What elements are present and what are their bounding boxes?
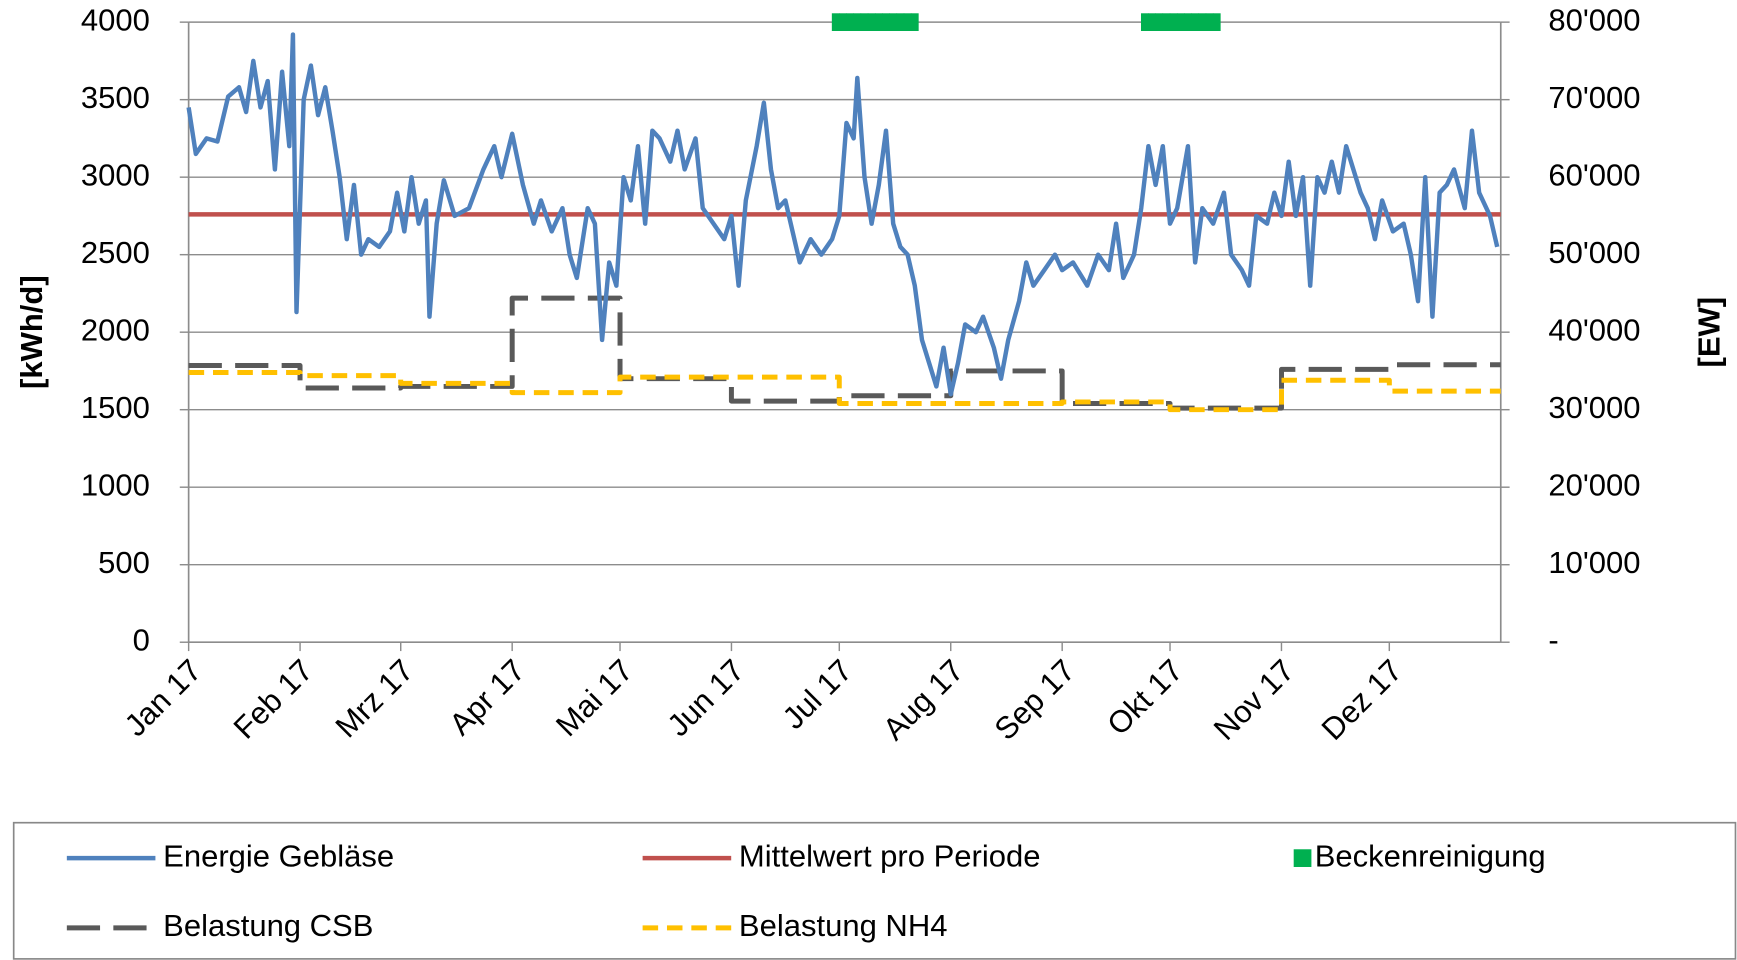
x-tick-label: Apr 17: [442, 653, 531, 742]
marker: [831, 13, 840, 32]
x-tick-label: Mrz 17: [329, 653, 421, 745]
legend-label: Belastung NH4: [739, 908, 948, 943]
marker: [1191, 13, 1200, 32]
y-tick-label: 4000: [81, 2, 150, 37]
y-tick-label: 1000: [81, 467, 150, 502]
x-tick-label: Dez 17: [1315, 653, 1409, 747]
x-tick-label: Jun 17: [660, 653, 751, 744]
y2-tick-label: 60'000: [1548, 157, 1640, 192]
legend-marker: [1293, 849, 1312, 867]
marker: [874, 13, 883, 32]
marker: [1140, 13, 1149, 32]
legend-label: Energie Gebläse: [163, 838, 394, 873]
marker: [867, 13, 876, 32]
x-tick-label: Jul 17: [776, 653, 859, 736]
marker: [1198, 13, 1207, 32]
marker: [1205, 13, 1214, 32]
legend-label: Belastung CSB: [163, 908, 373, 943]
legend-box: [12, 821, 1737, 960]
marker: [1148, 13, 1156, 32]
legend-label: Mittelwert pro Periode: [739, 838, 1041, 873]
marker: [1155, 13, 1164, 32]
y-tick-label: 500: [98, 545, 150, 580]
marker: [910, 13, 919, 32]
marker: [1176, 13, 1185, 32]
x-tick-label: Sep 17: [988, 653, 1082, 747]
y-tick-label: 3000: [81, 157, 150, 192]
series-line: [188, 369, 1501, 413]
x-tick-label: Feb 17: [227, 653, 320, 746]
y-tick-label: 1500: [81, 390, 150, 425]
y-tick-label: 2500: [81, 235, 150, 270]
y-tick-label: 3500: [81, 80, 150, 115]
x-tick-label: Okt 17: [1100, 653, 1189, 742]
marker: [1169, 13, 1178, 32]
y2-axis-title: [EW]: [1691, 297, 1726, 368]
marker: [1184, 13, 1192, 32]
y-tick-label: 2000: [81, 312, 150, 347]
marker: [889, 13, 898, 32]
y-axis-title: [kWh/d]: [14, 275, 49, 389]
y2-tick-label: -: [1548, 622, 1558, 657]
marker: [1212, 13, 1221, 32]
marker: [896, 13, 905, 32]
y2-tick-label: 30'000: [1548, 390, 1640, 425]
y2-tick-label: 80'000: [1548, 2, 1640, 37]
marker: [860, 13, 869, 32]
marker: [903, 13, 912, 32]
series-line: [186, 32, 1500, 397]
marker: [839, 13, 847, 32]
legend-label: Beckenreinigung: [1315, 838, 1546, 873]
marker: [1162, 13, 1171, 32]
x-tick-label: Jan 17: [118, 653, 209, 744]
marker: [846, 13, 854, 32]
x-tick-label: Mai 17: [549, 653, 640, 744]
x-tick-label: Nov 17: [1207, 653, 1301, 747]
y2-tick-label: 70'000: [1548, 80, 1640, 115]
marker: [853, 13, 862, 32]
x-tick-label: Aug 17: [876, 653, 970, 747]
series-line: [188, 295, 1501, 411]
y2-tick-label: 20'000: [1548, 467, 1640, 502]
y-tick-label: 0: [133, 622, 150, 657]
marker: [882, 13, 890, 32]
y2-tick-label: 40'000: [1548, 312, 1640, 347]
y2-tick-label: 50'000: [1548, 235, 1640, 270]
y2-tick-label: 10'000: [1548, 545, 1640, 580]
